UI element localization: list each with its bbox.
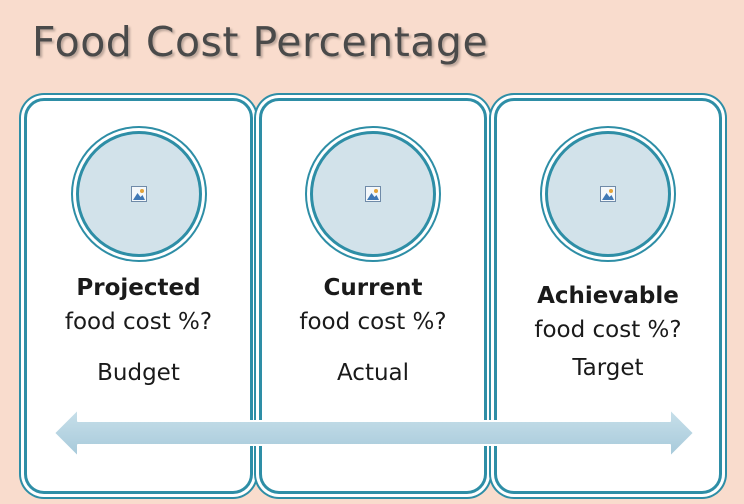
image-circle [75,131,202,257]
card-subtitle: food cost %? [534,317,682,343]
card-subtitle: food cost %? [299,309,447,335]
double-arrow-icon [53,408,695,458]
card-tag: Actual [336,360,410,386]
picture-placeholder-icon [365,186,381,202]
card-text: Achievable food cost %? Target [497,279,719,385]
page-title: Food Cost Percentage [32,18,489,66]
image-circle [310,131,436,257]
card-tag: Budget [97,360,180,386]
card-heading: Achievable [537,283,679,309]
card-heading: Projected [76,275,201,301]
card-subtitle: food cost %? [64,309,213,335]
card-text: Projected food cost %? Budget [27,271,250,390]
image-circle [545,131,671,257]
picture-placeholder-icon [600,186,616,202]
picture-placeholder-icon [130,186,147,202]
card-tag: Target [572,355,644,381]
card-heading: Current [323,275,423,301]
card-text: Current food cost %? Actual [262,271,484,390]
